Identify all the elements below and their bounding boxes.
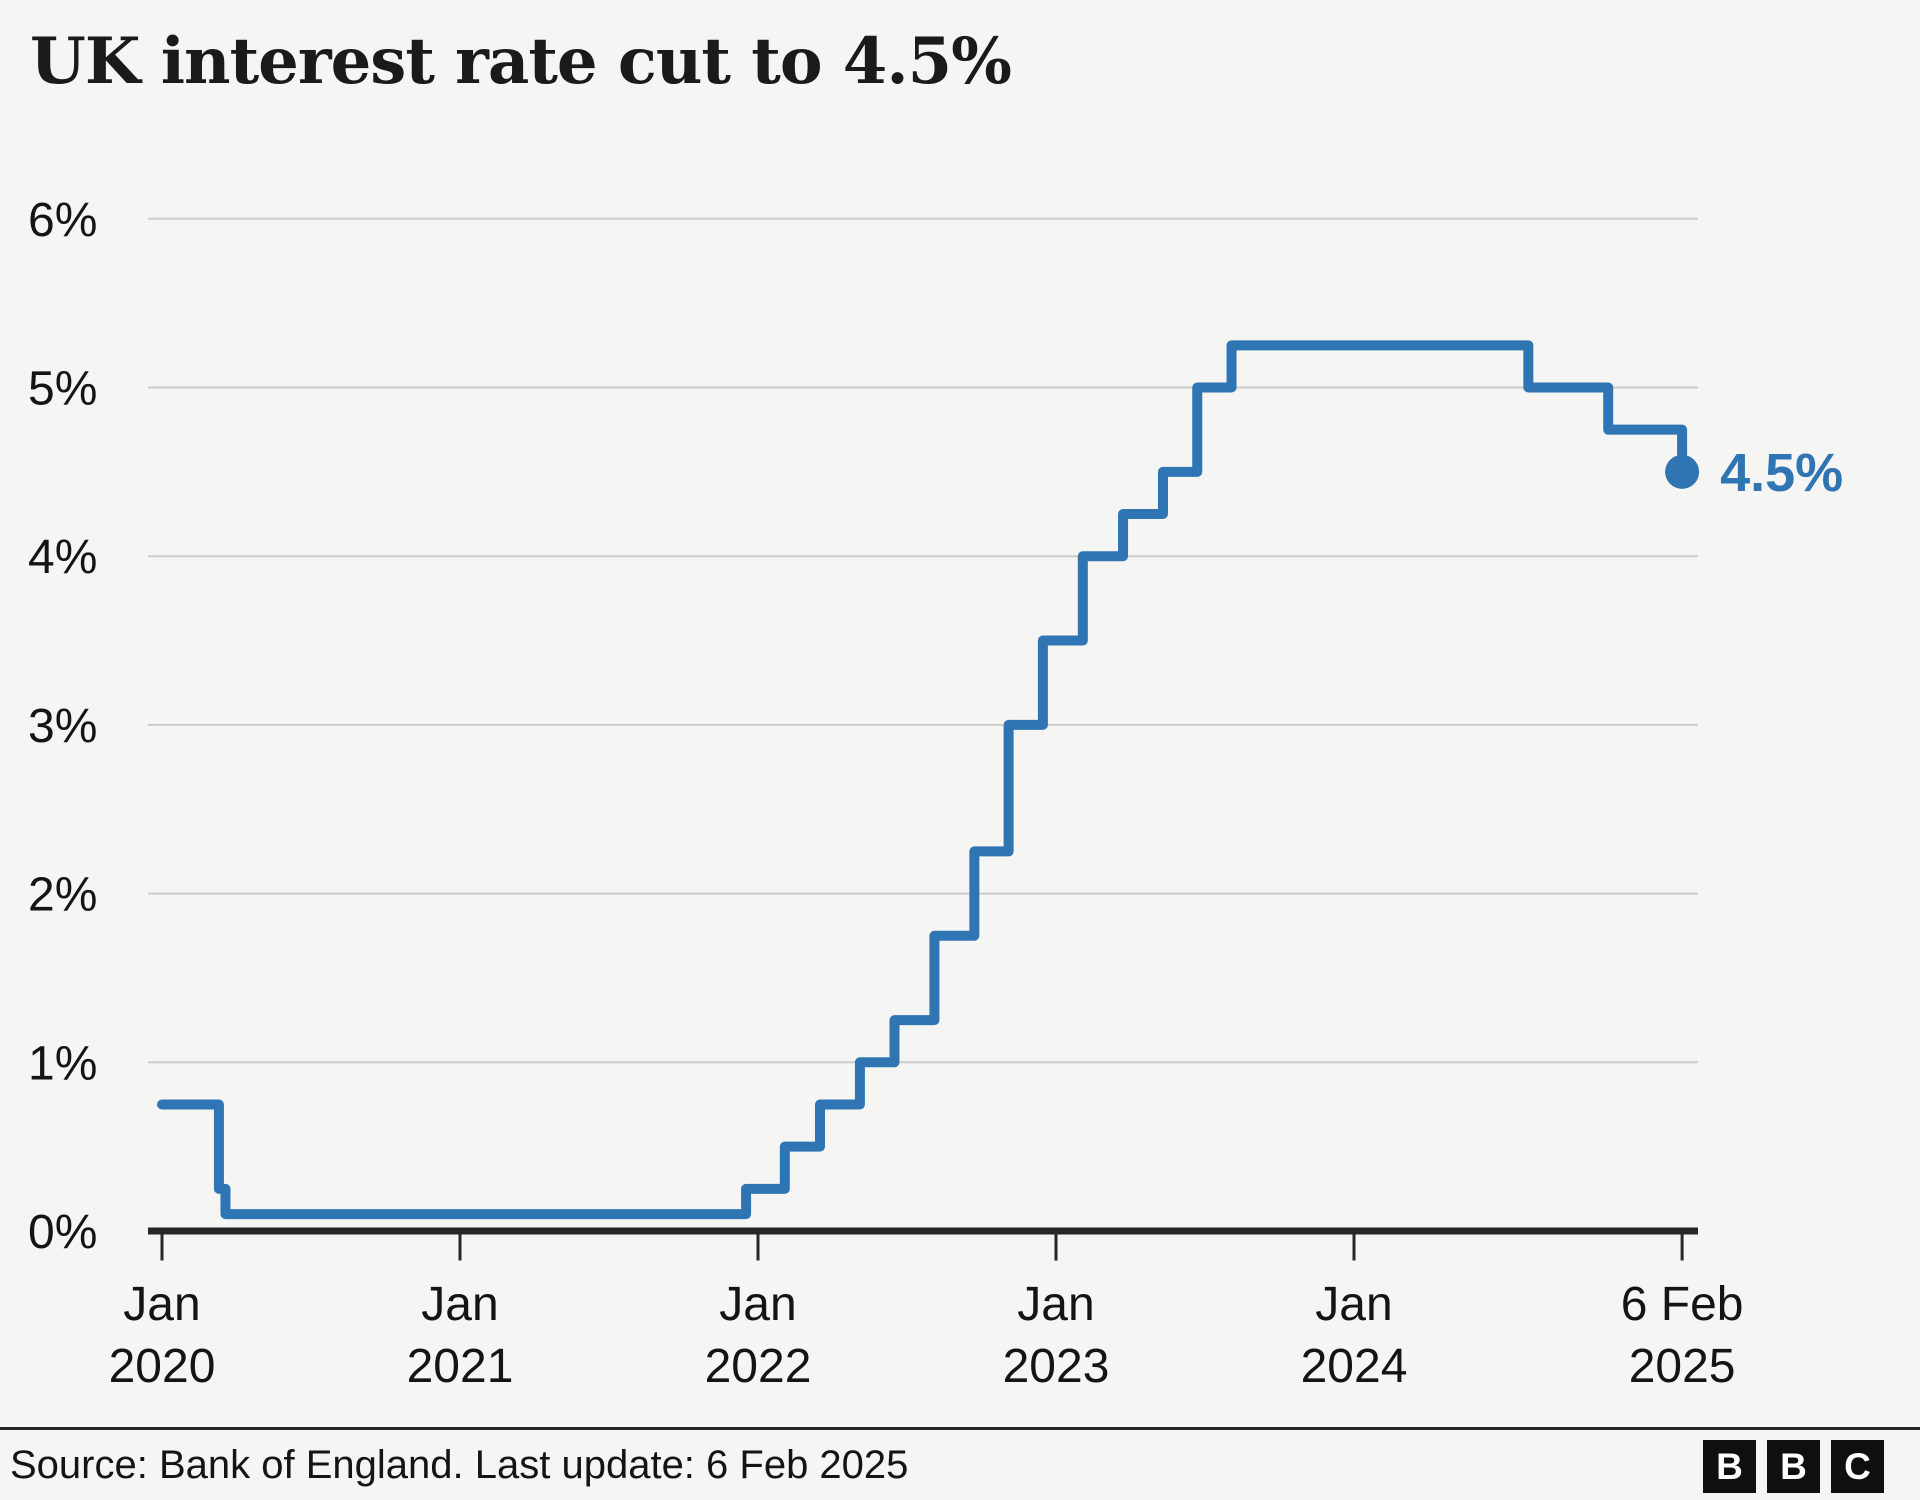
rate-step-line [157, 340, 1688, 1220]
y-tick-label-0pct: 0% [28, 1206, 97, 1259]
bbc-logo-block-c: C [1831, 1440, 1884, 1493]
x-tick-label-month-2021: Jan [421, 1278, 498, 1331]
bbc-logo: B B C [1703, 1440, 1884, 1493]
x-tick-label-month-2020: Jan [123, 1278, 200, 1331]
x-tick-label-year-2020: 2020 [109, 1340, 216, 1393]
y-tick-label-6pct: 6% [28, 194, 97, 247]
current-rate-label: 4.5% [1720, 443, 1843, 503]
bbc-logo-block-b2: B [1767, 1440, 1820, 1493]
source-text: Source: Bank of England. Last update: 6 … [10, 1443, 909, 1487]
rate-step-chart: Jan 2020 Jan 2021 Jan 2022 Jan 2023 Jan 2024 6 Feb… [28, 194, 1843, 1393]
x-tick-label-year-2024: 2024 [1301, 1340, 1408, 1393]
x-tick-label-year-2021: 2021 [407, 1340, 514, 1393]
y-tick-label-3pct: 3% [28, 700, 97, 753]
x-tick-label-year-2025: 2025 [1629, 1340, 1736, 1393]
y-tick-label-4pct: 4% [28, 531, 97, 584]
bbc-logo-block-b1: B [1703, 1440, 1756, 1493]
current-rate-dot [1665, 454, 1700, 489]
footer-divider: Source: Bank of England. Last update: 6 … [0, 1427, 1920, 1500]
x-tick-label-month-2025: 6 Feb [1621, 1278, 1744, 1331]
x-tick-label-month-2024: Jan [1315, 1278, 1392, 1331]
x-tick-label-month-2022: Jan [719, 1278, 796, 1331]
chart-title: UK interest rate cut to 4.5% [30, 24, 1012, 99]
y-tick-label-5pct: 5% [28, 363, 97, 416]
x-tick-label-month-2023: Jan [1017, 1278, 1094, 1331]
y-tick-label-2pct: 2% [28, 869, 97, 922]
y-tick-label-1pct: 1% [28, 1037, 97, 1090]
x-tick-label-year-2023: 2023 [1003, 1340, 1110, 1393]
x-tick-label-year-2022: 2022 [705, 1340, 812, 1393]
